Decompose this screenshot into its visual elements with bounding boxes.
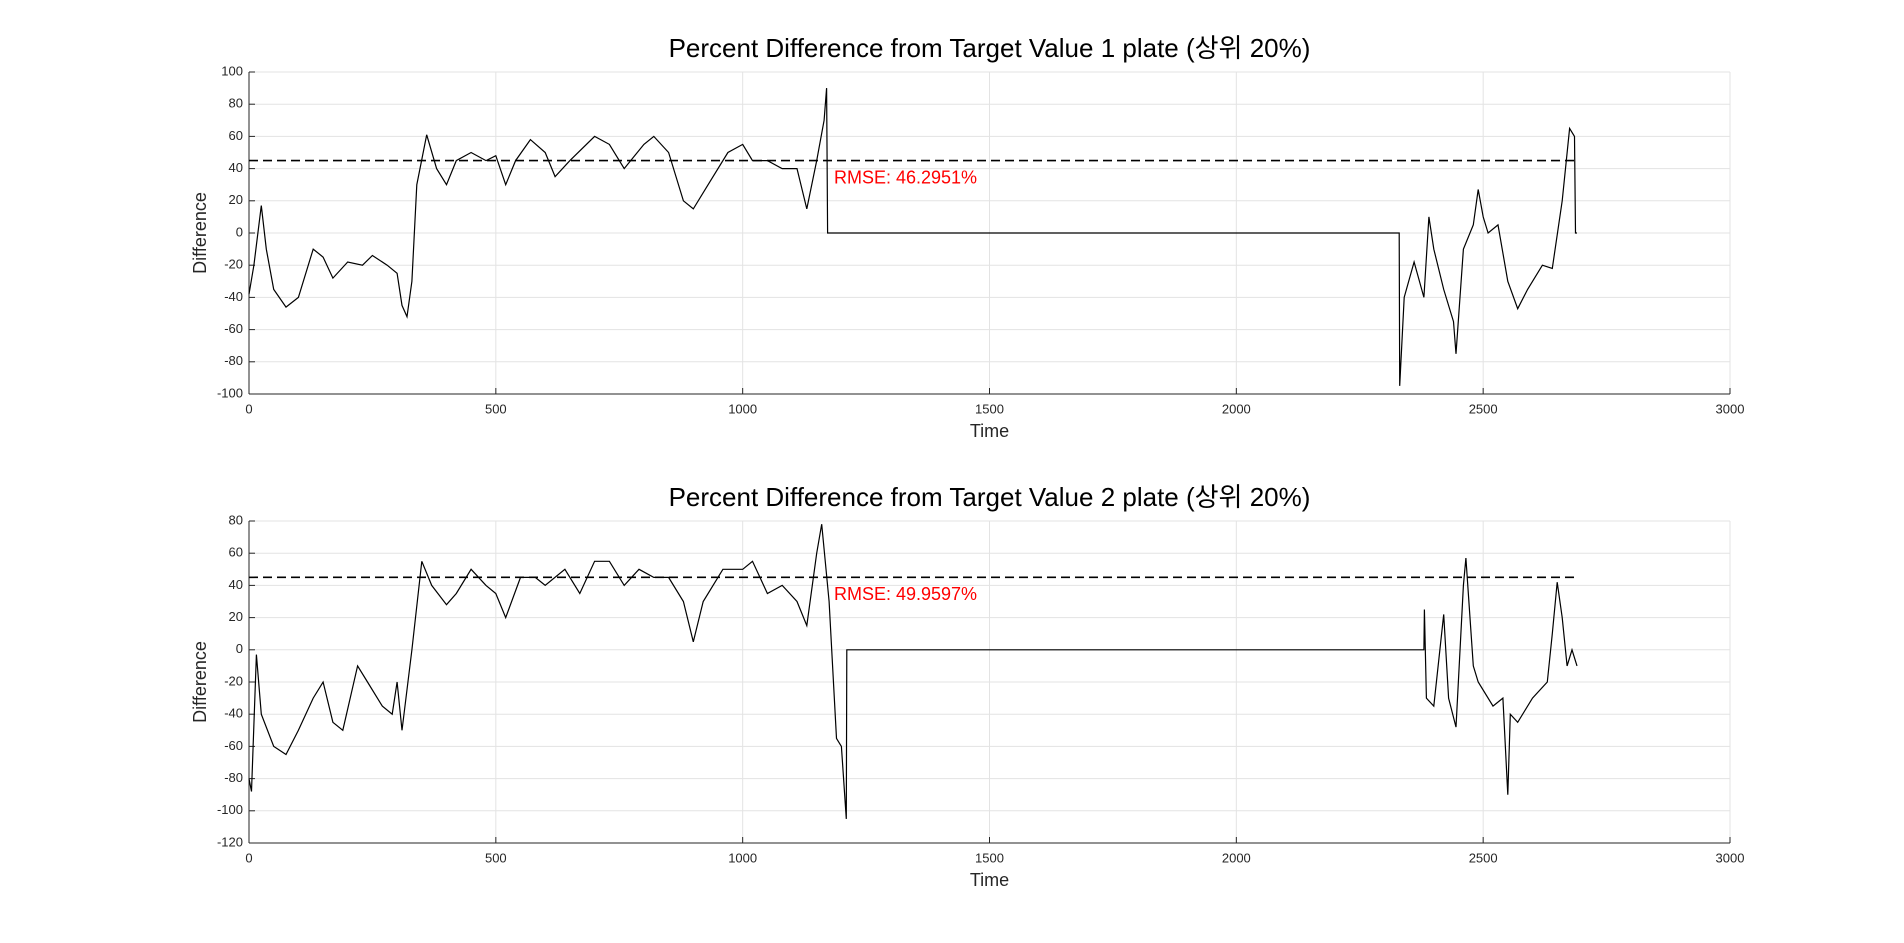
y-tick-label: 100	[221, 63, 243, 78]
x-tick-label: 2000	[1222, 401, 1251, 416]
y-tick-label: 20	[229, 609, 243, 624]
y-tick-label: 40	[229, 577, 243, 592]
y-tick-label: 0	[236, 224, 243, 239]
x-tick-label: 2500	[1469, 401, 1498, 416]
x-tick-label: 500	[485, 401, 507, 416]
x-tick-label: 3000	[1716, 850, 1745, 865]
x-tick-label: 1500	[975, 850, 1004, 865]
y-tick-label: -60	[224, 321, 243, 336]
y-axis-label: Difference	[190, 192, 210, 274]
x-tick-label: 0	[245, 401, 252, 416]
annotation: RMSE: 46.2951%	[834, 167, 977, 187]
subplot: 0 500 1000 1500 2000 2500 3000-100-80-60-40-20…	[190, 33, 1745, 441]
y-tick-label: -40	[224, 289, 243, 304]
y-tick-label: -80	[224, 353, 243, 368]
y-tick-label: 40	[229, 160, 243, 175]
y-tick-label: -20	[224, 257, 243, 272]
y-tick-label: -100	[217, 385, 243, 400]
annotation: RMSE: 49.9597%	[834, 584, 977, 604]
y-tick-label: 0	[236, 641, 243, 656]
x-tick-label: 1000	[728, 401, 757, 416]
x-tick-label: 1000	[728, 850, 757, 865]
x-axis-label: Time	[970, 421, 1009, 441]
x-tick-label: 1500	[975, 401, 1004, 416]
data-line	[248, 88, 1577, 386]
y-tick-label: 20	[229, 192, 243, 207]
y-tick-label: 80	[229, 96, 243, 111]
y-tick-label: -100	[217, 802, 243, 817]
data-line	[248, 524, 1578, 819]
x-tick-label: 2500	[1469, 850, 1498, 865]
y-tick-label: -60	[224, 738, 243, 753]
x-axis-label: Time	[970, 870, 1009, 890]
x-tick-label: 0	[245, 850, 252, 865]
y-tick-label: -20	[224, 673, 243, 688]
y-tick-label: -40	[224, 706, 243, 721]
y-tick-label: -80	[224, 770, 243, 785]
y-tick-label: 60	[229, 545, 243, 560]
chart-title: Percent Difference from Target Value 2 p…	[669, 482, 1311, 512]
y-tick-label: -120	[217, 834, 243, 849]
y-axis-label: Difference	[190, 641, 210, 723]
subplot: 0 500 1000 1500 2000 2500 3000 -120 -100 -80 -60 -4…	[190, 482, 1745, 890]
x-tick-label: 2000	[1222, 850, 1251, 865]
x-tick-label: 3000	[1716, 401, 1745, 416]
y-tick-label: 80	[229, 512, 243, 527]
x-tick-label: 500	[485, 850, 507, 865]
y-tick-label: 60	[229, 128, 243, 143]
chart-title: Percent Difference from Target Value 1 p…	[669, 33, 1311, 63]
